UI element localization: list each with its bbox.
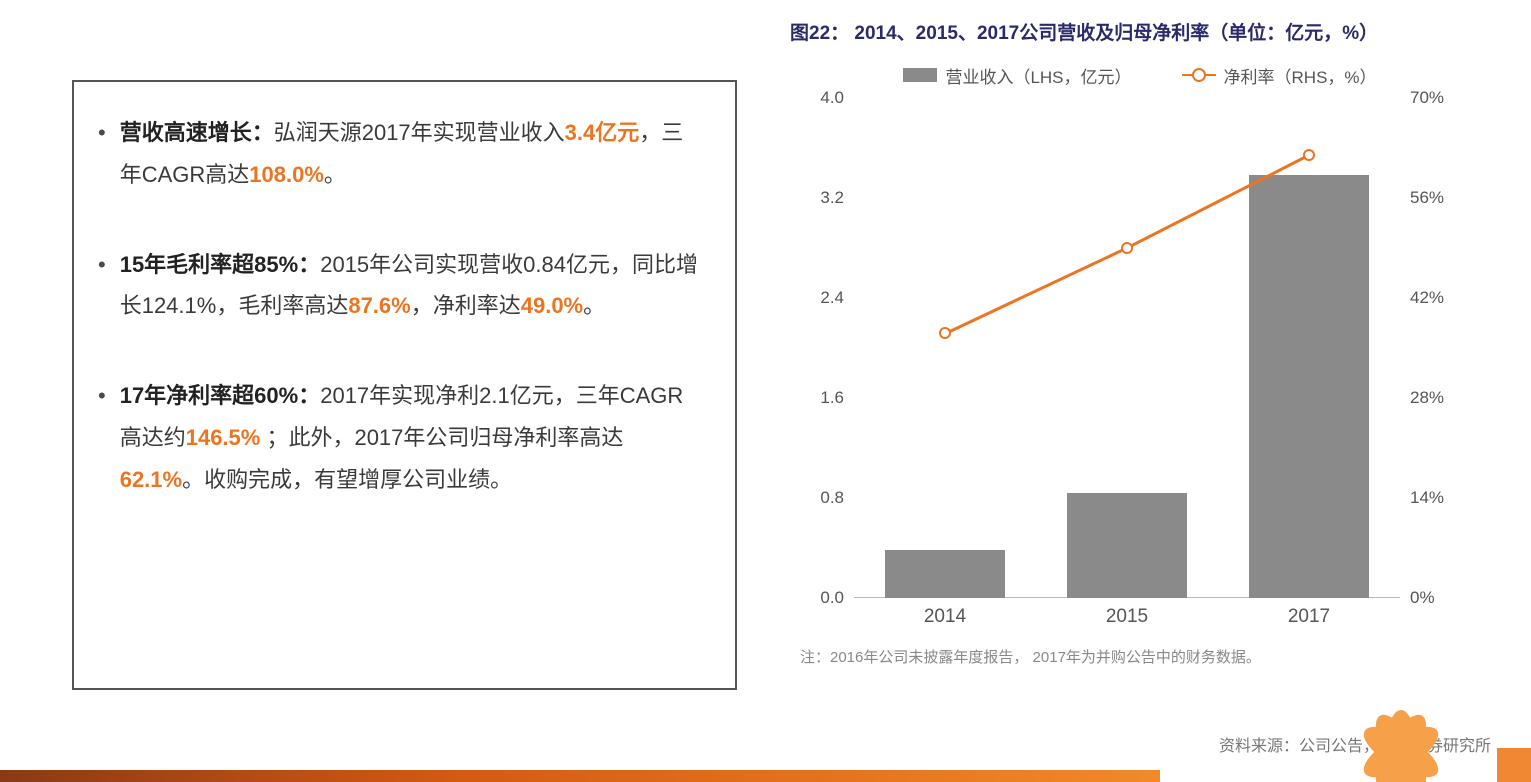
x-tick-label: 2017 — [1218, 606, 1400, 628]
y-axis-right: 70%56%42%28%14%0% — [1410, 98, 1460, 598]
bars-layer — [854, 98, 1400, 598]
bullet-dot: • — [98, 244, 106, 328]
y-right-tick: 70% — [1410, 88, 1444, 108]
highlight-value: 49.0% — [521, 293, 583, 318]
bullet-3: • 17年净利率超60%：2017年实现净利2.1亿元，三年CAGR高达约146… — [88, 375, 705, 500]
chart-title: 图22： 2014、2015、2017公司营收及归母净利率（单位：亿元，%） — [790, 20, 1490, 49]
y-axis-left: 4.03.22.41.60.80.0 — [800, 98, 844, 598]
chart-panel: 图22： 2014、2015、2017公司营收及归母净利率（单位：亿元，%） 营… — [790, 20, 1490, 667]
bullet-lead: 15年毛利率超85%： — [120, 252, 321, 277]
bullet-text: 15年毛利率超85%：2015年公司实现营收0.84亿元，同比增长124.1%，… — [120, 244, 705, 328]
flower-logo-icon — [1331, 692, 1471, 782]
highlight-value: 62.1% — [120, 467, 182, 492]
y-left-tick: 0.8 — [820, 488, 844, 508]
plot-wrap: 4.03.22.41.60.80.0 70%56%42%28%14%0% 201… — [800, 98, 1460, 667]
bullet-lead: 17年净利率超60%： — [120, 383, 321, 408]
highlight-value: 87.6% — [348, 293, 410, 318]
bullet-2: • 15年毛利率超85%：2015年公司实现营收0.84亿元，同比增长124.1… — [88, 244, 705, 328]
y-right-tick: 0% — [1410, 588, 1435, 608]
bullet-text: 营收高速增长：弘润天源2017年实现营业收入3.4亿元，三年CAGR高达108.… — [120, 112, 705, 196]
bullet-text: 17年净利率超60%：2017年实现净利2.1亿元，三年CAGR高达约146.5… — [120, 375, 705, 500]
plot: 4.03.22.41.60.80.0 70%56%42%28%14%0% — [800, 98, 1460, 598]
y-left-tick: 0.0 — [820, 588, 844, 608]
chart-note: 注：2016年公司未披露年度报告， 2017年为并购公告中的财务数据。 — [800, 646, 1460, 667]
y-right-tick: 56% — [1410, 188, 1444, 208]
x-tick-label: 2014 — [854, 606, 1036, 628]
bar-slot — [854, 98, 1036, 598]
bar — [885, 550, 1005, 598]
y-left-tick: 4.0 — [820, 88, 844, 108]
legend-line-label: 净利率（RHS，%） — [1224, 63, 1377, 88]
x-axis-labels: 201420152017 — [854, 606, 1400, 628]
summary-textbox: • 营收高速增长：弘润天源2017年实现营业收入3.4亿元，三年CAGR高达10… — [72, 80, 737, 690]
bullet-dot: • — [98, 112, 106, 196]
legend-bar: 营业收入（LHS，亿元） — [903, 63, 1131, 88]
y-right-tick: 14% — [1410, 488, 1444, 508]
line-swatch-icon — [1182, 68, 1216, 82]
y-right-tick: 42% — [1410, 288, 1444, 308]
legend-line: 净利率（RHS，%） — [1182, 63, 1377, 88]
y-right-tick: 28% — [1410, 388, 1444, 408]
corner-accent — [1497, 748, 1531, 782]
slide: • 营收高速增长：弘润天源2017年实现营业收入3.4亿元，三年CAGR高达10… — [0, 0, 1531, 782]
bullet-dot: • — [98, 375, 106, 500]
footer-accent-bar — [0, 770, 1160, 782]
bar-slot — [1218, 98, 1400, 598]
bar-slot — [1036, 98, 1218, 598]
highlight-value: 108.0% — [249, 162, 324, 187]
bullet-lead: 营收高速增长： — [120, 120, 274, 145]
chart-legend: 营业收入（LHS，亿元） 净利率（RHS，%） — [790, 63, 1490, 88]
bar — [1067, 493, 1187, 598]
bar-swatch-icon — [903, 68, 937, 82]
y-left-tick: 3.2 — [820, 188, 844, 208]
y-left-tick: 1.6 — [820, 388, 844, 408]
x-tick-label: 2015 — [1036, 606, 1218, 628]
highlight-value: 3.4亿元 — [565, 120, 640, 145]
bar — [1249, 175, 1369, 598]
highlight-value: 146.5% — [186, 425, 261, 450]
legend-bar-label: 营业收入（LHS，亿元） — [945, 63, 1131, 88]
y-left-tick: 2.4 — [820, 288, 844, 308]
bullet-1: • 营收高速增长：弘润天源2017年实现营业收入3.4亿元，三年CAGR高达10… — [88, 112, 705, 196]
